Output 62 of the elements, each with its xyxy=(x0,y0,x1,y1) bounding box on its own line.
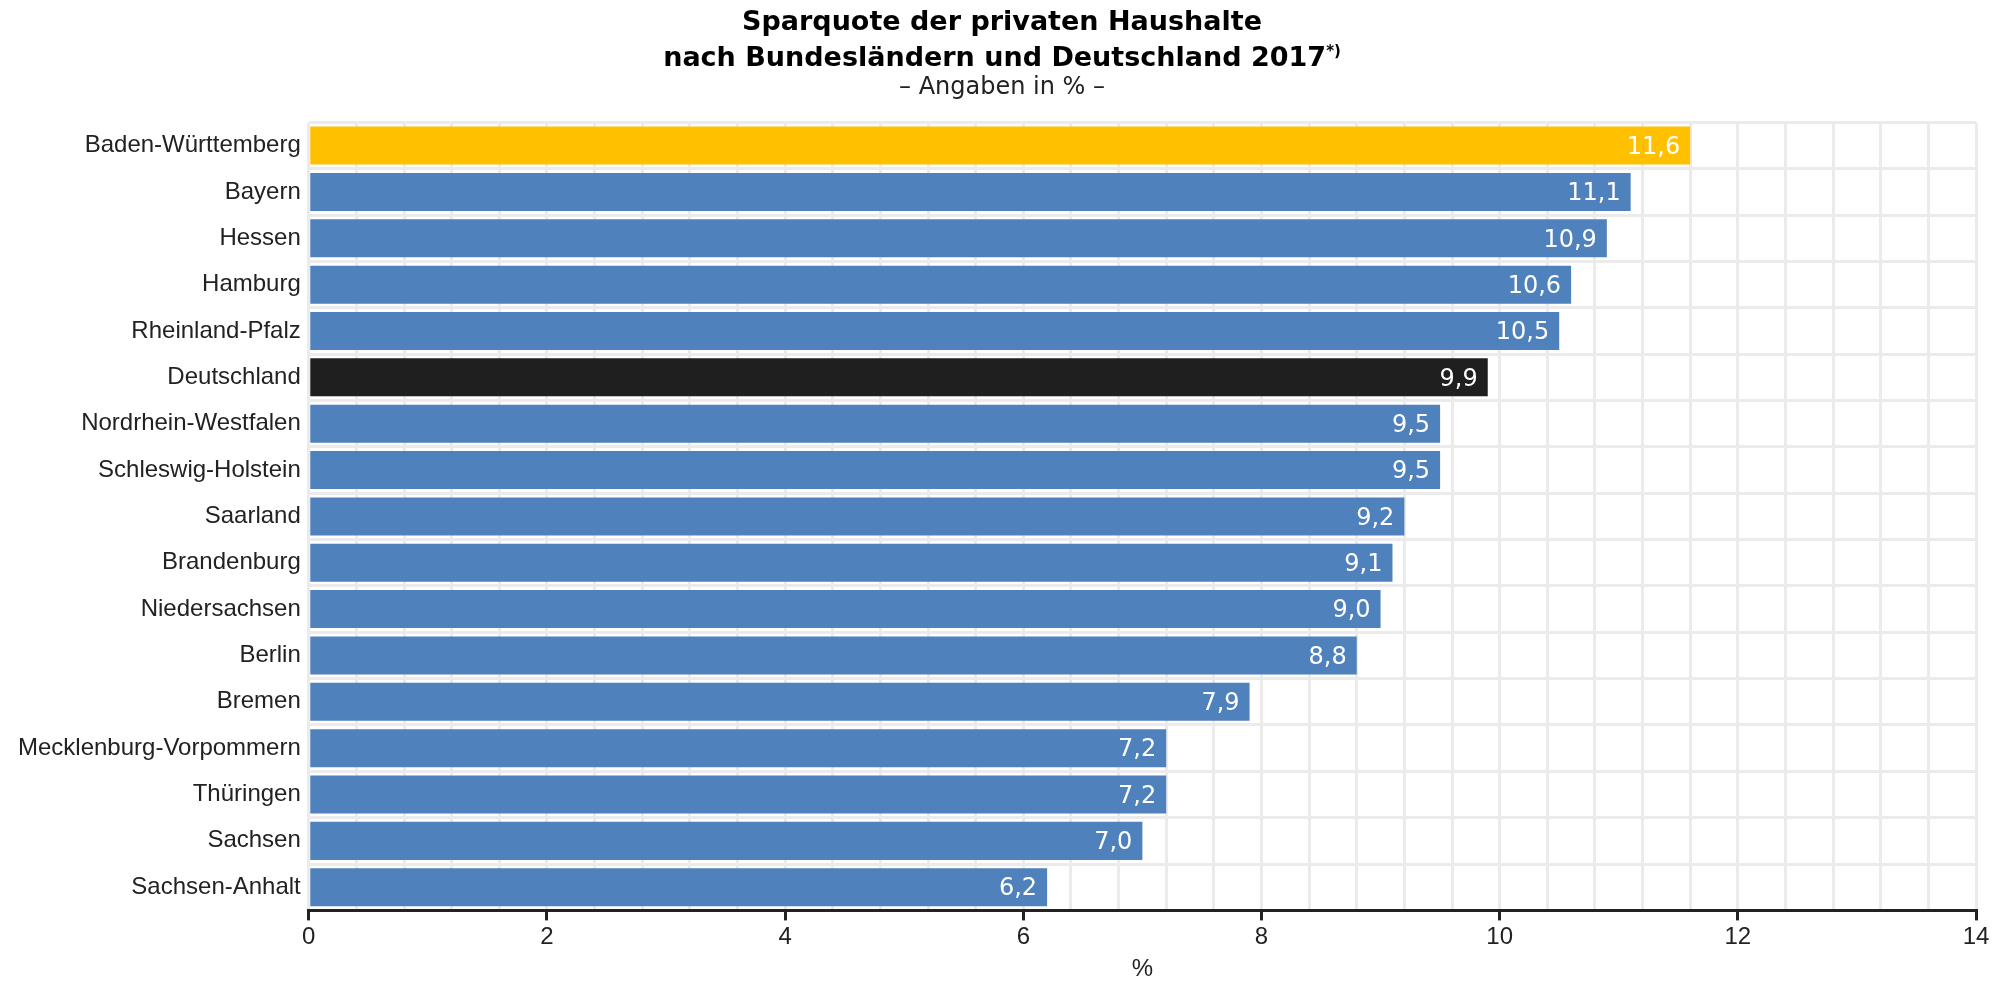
bar xyxy=(310,543,1393,582)
bar xyxy=(310,636,1357,675)
y-tick-label: Rheinland-Pfalz xyxy=(131,315,301,343)
bar xyxy=(310,358,1488,397)
data-label: 9,9 xyxy=(1439,363,1478,392)
data-label: 9,2 xyxy=(1356,502,1395,531)
x-tick-label: 4 xyxy=(778,922,792,950)
y-tick-label: Berlin xyxy=(239,640,301,668)
data-label: 7,0 xyxy=(1094,827,1133,856)
x-tick-label: 6 xyxy=(1016,922,1030,950)
y-tick-label: Schleswig-Holstein xyxy=(98,454,301,482)
data-label: 10,5 xyxy=(1495,317,1550,346)
y-tick-label: Bayern xyxy=(224,176,301,204)
data-label: 9,5 xyxy=(1391,409,1431,438)
chart-subtitle: – Angaben in % – xyxy=(898,72,1106,100)
y-tick-label: Mecklenburg-Vorpommern xyxy=(17,732,301,760)
y-tick-label: Niedersachsen xyxy=(140,593,301,621)
y-tick-label: Baden-Württemberg xyxy=(84,130,301,158)
x-tick-label: 8 xyxy=(1254,922,1269,950)
bar xyxy=(310,451,1441,490)
x-tick-label: 0 xyxy=(302,922,316,950)
data-label: 11,6 xyxy=(1626,131,1681,160)
y-tick-label: Thüringen xyxy=(192,779,301,807)
bar xyxy=(310,821,1143,860)
bar xyxy=(310,265,1572,304)
bar xyxy=(310,126,1691,165)
data-label: 7,2 xyxy=(1118,780,1157,809)
data-label: 7,9 xyxy=(1201,688,1240,717)
bar xyxy=(310,311,1560,350)
x-tick-label: 14 xyxy=(1962,922,1990,950)
y-tick-label: Saarland xyxy=(204,501,301,529)
data-label: 10,6 xyxy=(1507,270,1562,299)
chart-title: Sparquote der privaten Haushalte nach Bundesländern und Deutschland 2017$^{*)}$ xyxy=(662,5,1342,72)
data-label: 7,2 xyxy=(1118,734,1157,763)
data-label: 9,1 xyxy=(1344,548,1383,577)
y-tick-label: Sachsen xyxy=(207,825,301,853)
data-label: 9,0 xyxy=(1332,595,1371,624)
bar xyxy=(310,590,1381,629)
y-tick-label: Nordrhein-Westfalen xyxy=(81,408,301,436)
bar xyxy=(310,404,1441,443)
data-label: 11,1 xyxy=(1567,178,1621,207)
bar xyxy=(310,775,1167,814)
y-tick-label: Brandenburg xyxy=(162,547,301,575)
y-tick-label: Sachsen-Anhalt xyxy=(131,871,302,899)
x-tick-label: 10 xyxy=(1486,922,1513,950)
y-tick-label: Deutschland xyxy=(167,361,301,389)
x-tick-label: 2 xyxy=(540,922,554,950)
data-label: 6,2 xyxy=(998,873,1038,902)
data-label: 8,8 xyxy=(1308,641,1347,670)
x-tick-label: 12 xyxy=(1724,922,1752,950)
bar xyxy=(310,682,1250,721)
bar xyxy=(310,219,1607,258)
bar xyxy=(310,497,1405,536)
bar xyxy=(310,729,1167,768)
x-axis-title: % xyxy=(1131,954,1154,982)
bar xyxy=(310,868,1048,907)
data-label: 9,5 xyxy=(1391,456,1431,485)
data-label: 10,9 xyxy=(1543,224,1597,253)
y-tick-label: Bremen xyxy=(216,686,301,714)
bar xyxy=(310,172,1631,211)
y-tick-label: Hamburg xyxy=(202,269,301,297)
y-tick-label: Hessen xyxy=(219,222,301,250)
